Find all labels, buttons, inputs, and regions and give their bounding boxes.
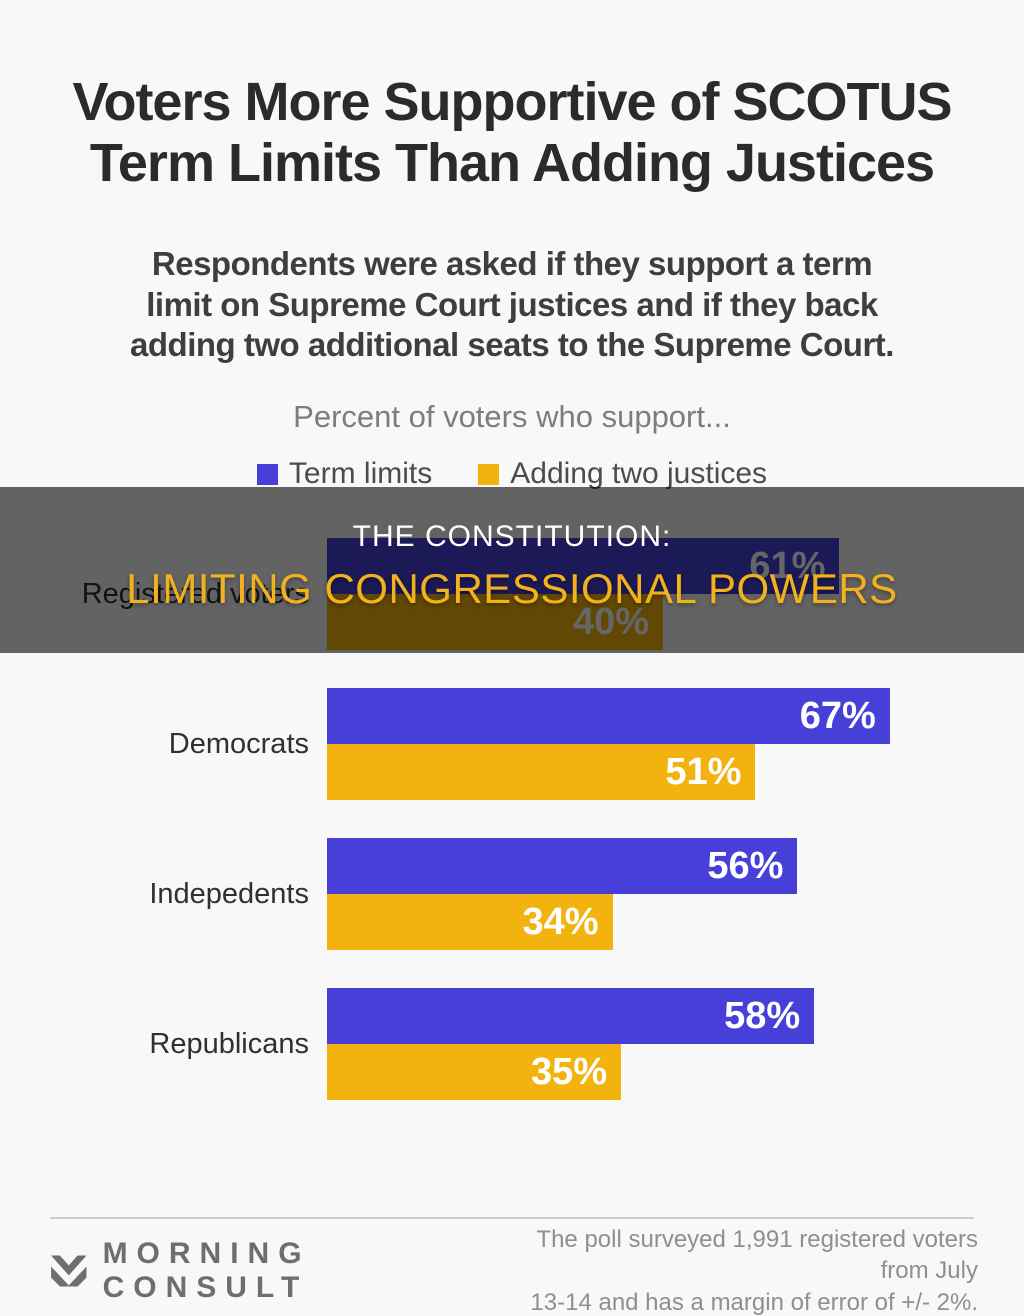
legend-label-term-limits: Term limits [288, 457, 433, 490]
bar-term-limits-republicans: 58% [327, 988, 815, 1044]
chart-caption: Percent of voters who support... [293, 399, 731, 434]
legend-item-adding-two-justices: Adding two justices [478, 457, 767, 491]
bar-adding-two-justices-democrats: 51% [327, 744, 756, 800]
chart-legend: Term limits Adding two justices [0, 457, 1024, 491]
bar-term-limits-indepedents: 56% [327, 838, 798, 894]
banner-headline: LIMITING CONGRESSIONAL POWERS [126, 565, 898, 612]
chart-row-indepedents: Indepedents 56% 34% [0, 838, 1024, 950]
chart-title: Voters More Supportive of SCOTUS Term Li… [72, 72, 952, 194]
bar-stack-democrats: 67% 51% [327, 688, 890, 800]
brand-name: MORNING CONSULT [102, 1237, 311, 1304]
category-label-democrats: Democrats [168, 727, 309, 760]
legend-item-term-limits: Term limits [256, 457, 433, 491]
chart-row-republicans: Republicans 58% 35% [0, 988, 1024, 1100]
bar-term-limits-democrats: 67% [327, 688, 890, 744]
bar-value-label: 51% [665, 750, 742, 793]
banner-kicker: THE CONSTITUTION: [352, 520, 672, 553]
footer-divider [50, 1217, 974, 1219]
bar-stack-republicans: 58% 35% [327, 988, 815, 1100]
poll-note: The poll surveyed 1,991 registered voter… [530, 1225, 978, 1316]
morning-consult-logo-icon [51, 1255, 87, 1287]
bar-stack-indepedents: 56% 34% [327, 838, 798, 950]
overlay-banner: THE CONSTITUTION: LIMITING CONGRESSIONAL… [0, 487, 1024, 653]
bar-value-label: 34% [522, 900, 599, 943]
bar-value-label: 58% [724, 994, 801, 1037]
adding-two-justices-swatch-icon [478, 463, 500, 485]
chart-subtitle: Respondents were asked if they support a… [130, 245, 894, 364]
chart-row-democrats: Democrats 67% 51% [0, 688, 1024, 800]
brand-logo: MORNING CONSULT [50, 1237, 488, 1305]
bar-value-label: 67% [799, 694, 876, 737]
bar-value-label: 56% [707, 844, 784, 887]
footer: MORNING CONSULT The poll surveyed 1,991 … [50, 1226, 978, 1316]
legend-label-adding-two-justices: Adding two justices [510, 457, 768, 490]
bar-value-label: 35% [530, 1050, 607, 1093]
bar-adding-two-justices-indepedents: 34% [327, 894, 613, 950]
category-label-republicans: Republicans [149, 1027, 309, 1060]
category-label-indepedents: Indepedents [149, 877, 309, 910]
bar-adding-two-justices-republicans: 35% [327, 1044, 621, 1100]
term-limits-swatch-icon [256, 463, 278, 485]
